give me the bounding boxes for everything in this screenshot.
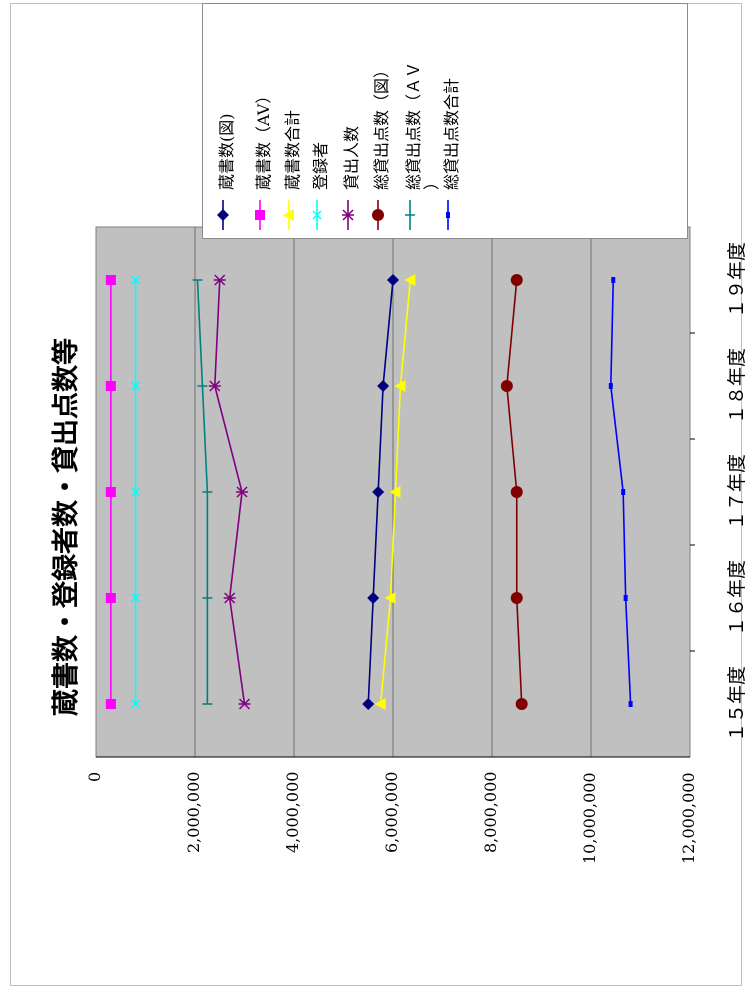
grid-lines xyxy=(194,227,592,757)
legend-label: 登録者 xyxy=(311,141,330,190)
data-point xyxy=(377,380,390,392)
legend-marker-7 xyxy=(446,200,450,230)
data-point xyxy=(105,275,116,285)
data-point xyxy=(372,486,385,498)
data-point xyxy=(131,593,141,603)
data-point xyxy=(404,274,416,286)
x-tick-label: １６年度 xyxy=(726,559,748,636)
legend-marker-3 xyxy=(312,200,322,230)
data-point xyxy=(362,698,375,710)
data-point xyxy=(374,698,386,710)
y-tick-label: 2,000,000 xyxy=(184,771,203,853)
y-tick-label: 12,000,000 xyxy=(679,772,698,864)
data-point xyxy=(384,592,396,604)
data-point xyxy=(223,592,236,604)
data-point xyxy=(500,380,513,392)
data-point xyxy=(621,489,626,495)
y-tick-label: 10,000,000 xyxy=(580,772,599,864)
marker-stroke xyxy=(131,275,141,285)
legend-marker-4 xyxy=(342,200,354,230)
legend-label: 総貸出点数（図） xyxy=(372,61,391,190)
y-tick-label: 6,000,000 xyxy=(382,771,401,853)
data-point xyxy=(213,274,226,286)
x-tick-label: １７年度 xyxy=(726,453,748,530)
data-point xyxy=(131,699,141,709)
series-layer xyxy=(105,274,633,710)
series-7 xyxy=(608,277,633,707)
data-point xyxy=(105,381,116,391)
marker-stroke xyxy=(131,381,141,391)
series-6 xyxy=(192,279,213,705)
data-point xyxy=(510,486,523,498)
legend: 蔵書数(図) 蔵書数（AV） 蔵書数合計 登録者 貸出人数 総貸出点数（図） 総貸出点数（Ａ… xyxy=(202,3,688,239)
legend-label: 蔵書数（AV） xyxy=(254,87,273,190)
x-tick-label: １８年度 xyxy=(726,347,748,424)
y-tick-label: 8,000,000 xyxy=(481,771,500,853)
legend-symbol xyxy=(372,209,384,221)
series-1 xyxy=(105,275,116,709)
chart-title: 蔵書数・登録者数・貸出点数等 xyxy=(51,338,82,716)
marker-stroke xyxy=(131,487,141,497)
legend-symbol xyxy=(217,209,229,221)
legend-symbol xyxy=(446,212,450,218)
series-5 xyxy=(500,274,528,710)
data-point xyxy=(105,593,116,603)
marker-stroke xyxy=(312,210,322,220)
legend-marker-1 xyxy=(255,200,265,230)
legend-marker-5 xyxy=(372,200,384,230)
data-point xyxy=(208,380,221,392)
data-point xyxy=(389,486,401,498)
data-point xyxy=(105,487,116,497)
legend-symbol xyxy=(255,210,265,220)
series-0 xyxy=(362,274,399,710)
data-point xyxy=(515,698,528,710)
marker-stroke xyxy=(131,593,141,603)
legend-symbol xyxy=(312,210,322,220)
series-2 xyxy=(374,274,416,710)
x-tick-label: １９年度 xyxy=(726,241,748,318)
data-point xyxy=(105,699,116,709)
legend-marker-6 xyxy=(405,200,415,230)
legend-label: 蔵書数合計 xyxy=(283,109,302,190)
series-4 xyxy=(208,274,251,710)
data-point xyxy=(131,275,141,285)
data-point xyxy=(367,592,380,604)
legend-symbol xyxy=(283,209,294,221)
axes xyxy=(96,332,695,758)
y-tick-label: 4,000,000 xyxy=(283,771,302,853)
data-point xyxy=(131,381,141,391)
legend-symbol xyxy=(342,209,354,221)
legend-label: 貸出人数 xyxy=(342,125,361,190)
data-point xyxy=(387,274,399,286)
series-3 xyxy=(131,275,141,709)
x-tick-label: １５年度 xyxy=(726,665,748,742)
data-point xyxy=(611,277,616,283)
legend-label: 総貸出点数（ＡＶ xyxy=(404,61,423,190)
data-point xyxy=(238,698,251,710)
data-point xyxy=(628,701,633,707)
data-point xyxy=(608,383,613,389)
data-point xyxy=(131,487,141,497)
legend-markers xyxy=(217,200,450,230)
data-point xyxy=(236,486,249,498)
legend-marker-0 xyxy=(217,200,229,230)
y-tick-label: 0 xyxy=(85,771,104,782)
data-point xyxy=(510,274,523,286)
legend-label: 総貸出点数合計 xyxy=(442,77,461,190)
legend-label: 蔵書数(図) xyxy=(217,113,236,191)
marker-stroke xyxy=(131,699,141,709)
legend-marker-2 xyxy=(283,200,294,230)
data-point xyxy=(510,592,523,604)
data-point xyxy=(394,380,406,392)
data-point xyxy=(623,595,628,601)
